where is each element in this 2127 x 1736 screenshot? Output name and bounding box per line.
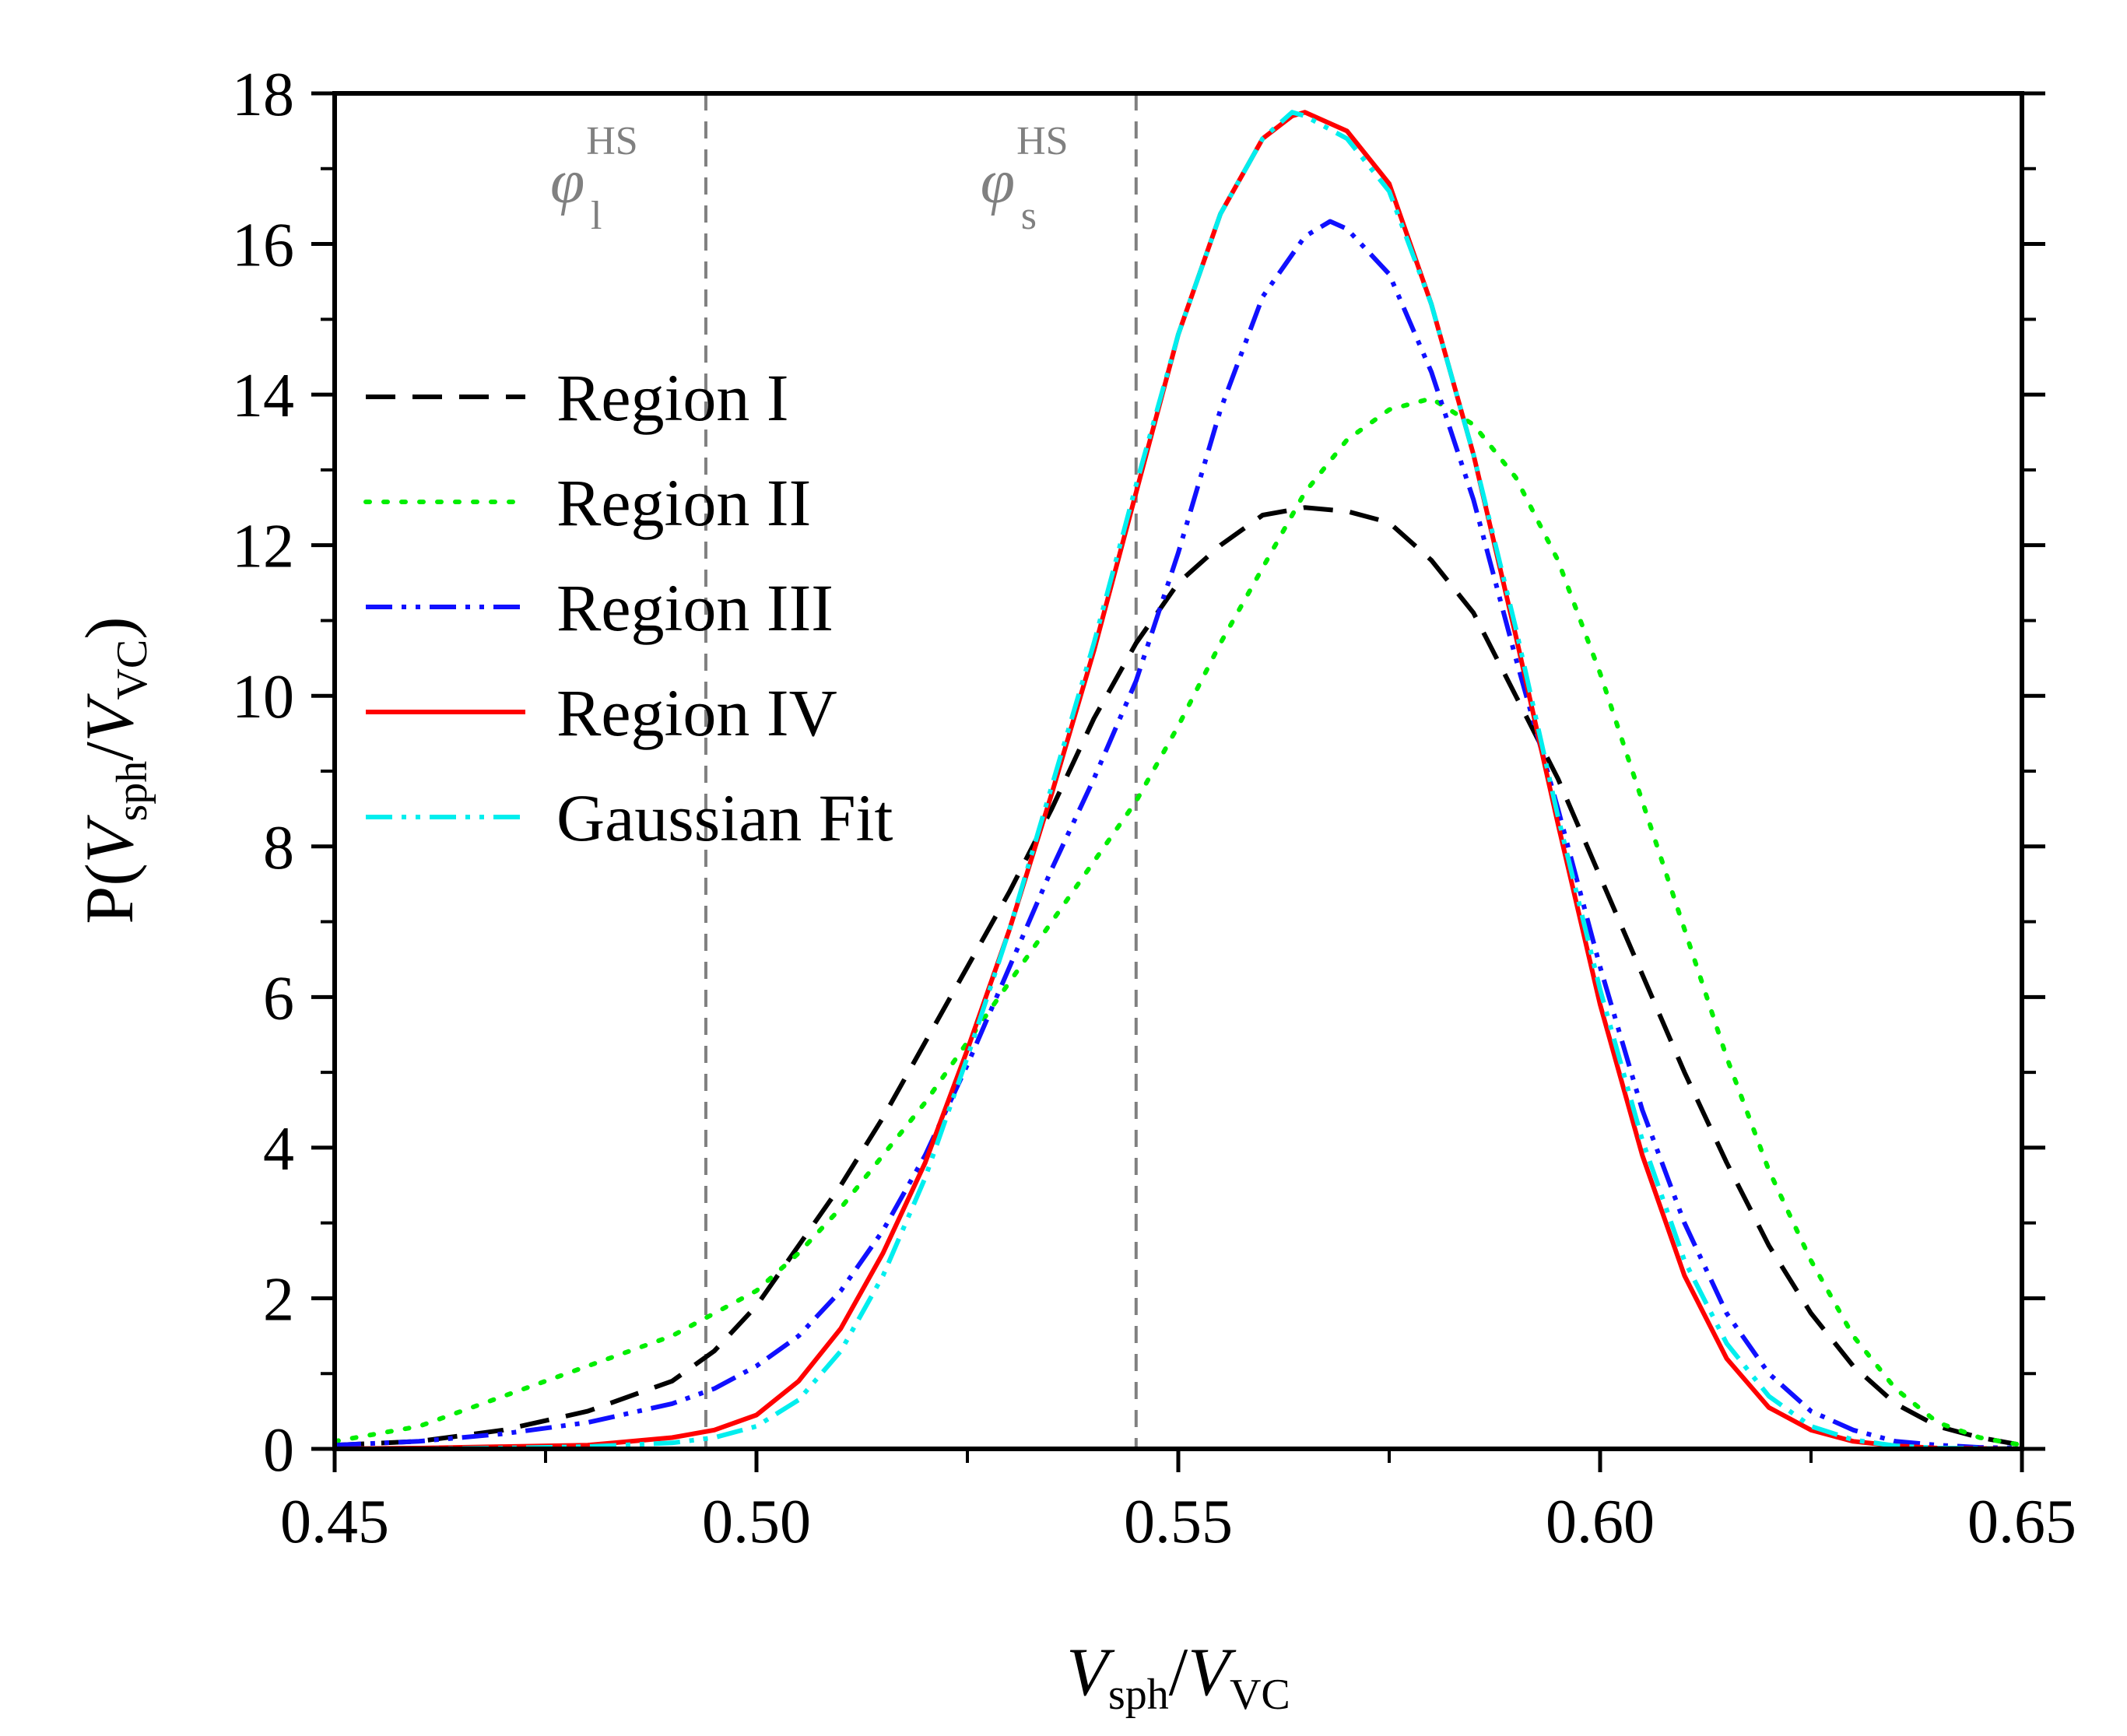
legend-label-region-iv: Region IV <box>556 675 837 750</box>
legend-label-gaussian-fit: Gaussian Fit <box>556 780 893 855</box>
series-line-region-iii <box>335 219 2022 1449</box>
y-tick-label: 16 <box>232 212 294 280</box>
reference-lines <box>704 93 1138 1449</box>
y-tick-label: 0 <box>263 1416 294 1485</box>
y-tick-label: 18 <box>232 61 294 129</box>
series-line-region-i <box>335 505 2022 1448</box>
series-line-gaussian-fit <box>335 110 2022 1449</box>
legend-label-region-ii: Region II <box>556 465 811 540</box>
series-layer <box>335 110 2022 1449</box>
x-tick-label: 0.55 <box>1124 1488 1233 1556</box>
legend-label-region-i: Region I <box>556 360 789 435</box>
y-tick-label: 12 <box>232 513 294 581</box>
y-tick-label: 4 <box>263 1115 294 1184</box>
y-tick-label: 8 <box>263 814 294 882</box>
y-tick-label: 6 <box>263 964 294 1033</box>
y-tick-label: 2 <box>263 1265 294 1334</box>
x-tick-label: 0.65 <box>1967 1488 2076 1556</box>
y-axis-title: P(Vsph/VVC) <box>72 616 156 924</box>
legend-label-region-iii: Region III <box>556 570 834 645</box>
x-axis-title: Vsph/VVC <box>1066 1635 1290 1719</box>
plot-background <box>335 93 2022 1449</box>
legend: Region I Region II Region III Region IV Gaus… <box>363 360 893 855</box>
reference-label-s: φHS s <box>981 119 1069 238</box>
x-tick-label: 0.50 <box>702 1488 811 1556</box>
x-tick-label: 0.45 <box>280 1488 389 1556</box>
y-tick-label: 14 <box>232 362 294 430</box>
reference-labels: φHS l φHS s <box>550 119 1069 238</box>
series-line-region-ii <box>335 396 2022 1448</box>
axis-ticks: 0.45 0.50 0.55 0.60 0.65 0 2 4 6 8 10 12 14 16 18 <box>232 61 2076 1556</box>
reference-label-l: φHS l <box>550 119 638 238</box>
x-tick-label: 0.60 <box>1546 1488 1655 1556</box>
y-tick-label: 10 <box>232 663 294 731</box>
